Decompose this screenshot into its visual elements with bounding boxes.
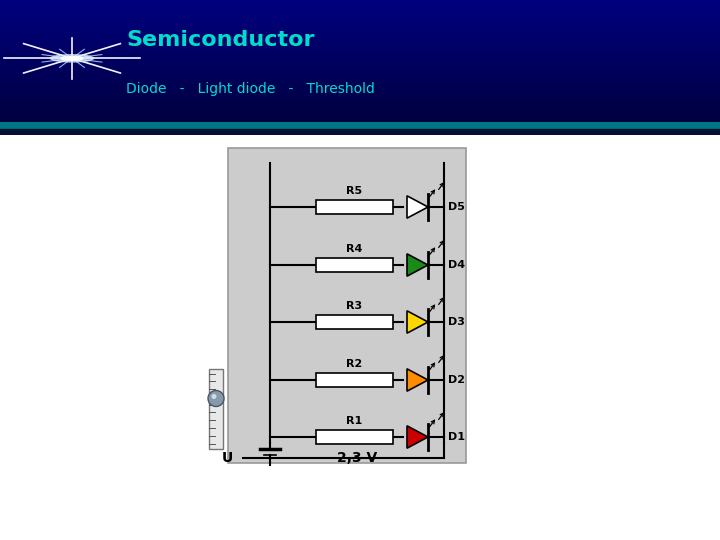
Bar [0, 102, 720, 103]
Bar [0, 69, 720, 71]
Bar [0, 53, 720, 55]
Bar [0, 109, 720, 111]
Bar [0, 119, 720, 122]
Text: R4: R4 [346, 244, 363, 254]
Bar [316, 430, 393, 444]
Bar [0, 73, 720, 75]
Polygon shape [407, 426, 428, 448]
Bar [0, 87, 720, 89]
Bar [0, 45, 720, 46]
Bar [0, 122, 720, 129]
Bar [0, 30, 720, 32]
Bar [0, 43, 720, 45]
Polygon shape [407, 369, 428, 391]
Text: D5: D5 [448, 202, 465, 212]
Text: R2: R2 [346, 359, 363, 369]
Bar [0, 103, 720, 105]
Bar [0, 63, 720, 65]
Bar [0, 10, 720, 12]
Bar [0, 111, 720, 113]
Text: 2,3 V: 2,3 V [337, 451, 377, 465]
Text: Semiconductor: Semiconductor [126, 30, 315, 50]
Bar [0, 14, 720, 16]
Bar [0, 46, 720, 49]
Bar [0, 85, 720, 87]
Text: U: U [222, 451, 233, 465]
Bar [0, 107, 720, 109]
Polygon shape [407, 196, 428, 218]
Bar [0, 77, 720, 79]
Bar [0, 71, 720, 73]
Text: R3: R3 [346, 301, 363, 311]
Bar [0, 0, 720, 2]
Bar [0, 22, 720, 24]
Text: D3: D3 [448, 317, 465, 327]
Bar [0, 60, 720, 63]
Bar [0, 67, 720, 69]
Bar [0, 83, 720, 85]
Bar [0, 95, 720, 97]
Bar [0, 16, 720, 18]
Bar [316, 258, 393, 272]
Bar [316, 200, 393, 214]
Bar [0, 38, 720, 40]
Bar [0, 8, 720, 10]
Bar [0, 35, 720, 36]
Bar [0, 49, 720, 51]
Bar [0, 24, 720, 26]
Circle shape [50, 55, 94, 62]
Bar [0, 65, 720, 67]
Text: R5: R5 [346, 186, 363, 196]
Bar [0, 59, 720, 60]
Bar [0, 99, 720, 102]
Bar [0, 91, 720, 93]
Bar [0, 28, 720, 30]
Bar [0, 116, 720, 117]
Bar [0, 93, 720, 95]
Bar [316, 315, 393, 329]
Bar [0, 75, 720, 77]
Bar [0, 81, 720, 83]
Bar [0, 37, 720, 38]
Bar [0, 2, 720, 4]
Text: D4: D4 [448, 260, 465, 270]
Bar [0, 6, 720, 8]
Bar [316, 373, 393, 387]
Bar [0, 55, 720, 57]
Text: D2: D2 [448, 375, 465, 385]
Bar [0, 79, 720, 81]
Circle shape [208, 390, 224, 407]
Bar [209, 368, 223, 449]
Bar [0, 4, 720, 6]
Bar [0, 12, 720, 14]
Polygon shape [407, 311, 428, 333]
Bar [0, 51, 720, 52]
Circle shape [61, 57, 83, 60]
Bar [0, 129, 720, 135]
Bar [0, 20, 720, 22]
Bar [0, 18, 720, 20]
Bar [0, 32, 720, 35]
Bar [0, 89, 720, 91]
Text: D1: D1 [448, 432, 465, 442]
Text: Diode   -   Light diode   -   Threshold: Diode - Light diode - Threshold [126, 82, 375, 96]
Bar [0, 113, 720, 116]
Text: R1: R1 [346, 416, 363, 426]
Bar [0, 26, 720, 28]
Bar [0, 118, 720, 119]
Bar [0, 105, 720, 107]
Polygon shape [407, 254, 428, 276]
Circle shape [212, 394, 217, 399]
Bar [0, 57, 720, 59]
Bar [0, 40, 720, 43]
Bar [0, 97, 720, 99]
Bar [228, 148, 466, 463]
